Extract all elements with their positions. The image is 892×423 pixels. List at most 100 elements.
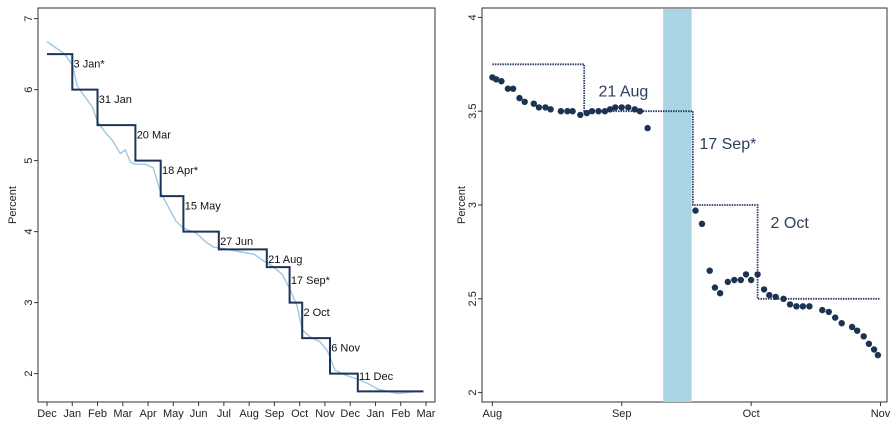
left-annotation-label: 6 Nov xyxy=(331,343,360,355)
right-data-point xyxy=(848,323,856,331)
left-x-tick-label: Jun xyxy=(190,408,208,420)
left-plot-frame xyxy=(37,7,436,403)
right-annotation-label: 21 Aug xyxy=(598,84,648,101)
left-x-tick-label: Dec xyxy=(340,408,360,420)
right-data-point xyxy=(644,124,651,132)
left-y-tick-label: 4 xyxy=(23,229,35,235)
left-x-tick-label: Nov xyxy=(315,408,335,420)
right-data-point xyxy=(786,301,794,308)
right-data-point xyxy=(766,291,773,299)
left-x-tick-label: Feb xyxy=(88,408,107,420)
right-data-point xyxy=(601,108,609,115)
right-data-point xyxy=(577,111,584,119)
right-x-tick-label: Nov xyxy=(871,408,891,420)
right-data-point xyxy=(724,278,731,286)
right-data-point xyxy=(498,78,505,85)
left-x-tick-label: Jan xyxy=(367,408,385,420)
left-annotation-label: 3 Jan* xyxy=(74,59,106,71)
right-data-point xyxy=(493,76,500,83)
right-x-tick-label: Sep xyxy=(612,408,632,420)
right-y-tick-label: 3 xyxy=(467,202,479,208)
right-data-point xyxy=(711,284,719,291)
left-annotation-label: 15 May xyxy=(185,201,222,213)
left-y-tick-label: 7 xyxy=(23,16,35,22)
right-data-point xyxy=(754,271,761,278)
right-data-point xyxy=(819,306,826,314)
right-data-point xyxy=(542,104,549,111)
right-data-point xyxy=(588,108,596,115)
right-data-point xyxy=(832,314,839,321)
left-y-tick-label: 6 xyxy=(23,87,35,93)
right-y-tick-label: 2 xyxy=(467,390,479,396)
left-y-tick-label: 3 xyxy=(23,300,35,306)
right-data-point xyxy=(612,104,619,111)
right-data-point xyxy=(874,351,882,359)
right-data-point xyxy=(530,100,537,107)
right-shaded-band xyxy=(663,9,692,402)
left-y-tick-label: 2 xyxy=(23,371,35,377)
left-annotation-label: 31 Jan xyxy=(99,94,132,106)
right-data-point xyxy=(825,308,832,316)
right-data-point xyxy=(698,220,706,227)
left-x-tick-label: Jan xyxy=(63,408,81,420)
right-annotation-label: 2 Oct xyxy=(771,215,810,232)
right-data-point xyxy=(854,327,861,334)
right-data-point xyxy=(521,98,528,106)
right-data-point xyxy=(618,104,625,111)
left-annotation-label: 11 Dec xyxy=(359,371,394,383)
right-x-tick-label: Oct xyxy=(743,408,760,420)
right-data-point xyxy=(625,104,632,111)
left-x-tick-label: Apr xyxy=(140,408,157,420)
right-data-point xyxy=(806,303,813,310)
right-data-point xyxy=(569,108,576,115)
right-data-point xyxy=(509,85,517,92)
right-data-point xyxy=(760,286,768,293)
right-data-point xyxy=(535,104,543,111)
left-annotation-label: 17 Sep* xyxy=(291,275,331,287)
right-annotation-label: 17 Sep* xyxy=(699,136,756,153)
right-data-point xyxy=(747,276,755,284)
left-x-tick-label: Mar xyxy=(113,408,132,420)
left-annotation-label: 21 Aug xyxy=(268,254,302,266)
right-data-point xyxy=(504,85,512,92)
right-data-point xyxy=(636,108,644,115)
right-data-point xyxy=(737,276,744,284)
right-y-axis-label: Percent xyxy=(456,186,468,224)
right-data-point xyxy=(583,109,590,117)
right-data-point xyxy=(838,320,845,327)
left-annotation-label: 27 Jun xyxy=(220,236,253,248)
left-y-axis-label: Percent xyxy=(7,186,19,224)
right-data-point xyxy=(692,207,699,214)
left-x-tick-label: May xyxy=(163,408,184,420)
right-y-tick-label: 4 xyxy=(467,14,479,20)
right-data-point xyxy=(547,106,554,113)
right-data-point xyxy=(731,276,738,284)
left-x-tick-label: Dec xyxy=(37,408,57,420)
left-x-tick-label: Oct xyxy=(291,408,308,420)
right-y-tick-label: 2.5 xyxy=(467,291,479,306)
right-data-point xyxy=(631,106,638,113)
right-data-point xyxy=(716,290,724,297)
right-x-tick-label: Aug xyxy=(483,408,503,420)
right-data-point xyxy=(870,346,878,353)
left-y-tick-label: 5 xyxy=(23,158,35,164)
left-annotation-label: 18 Apr* xyxy=(162,165,199,177)
left-x-tick-label: Aug xyxy=(239,408,259,420)
left-x-tick-label: Mar xyxy=(417,408,436,420)
left-x-tick-label: Feb xyxy=(391,408,410,420)
right-data-point xyxy=(793,303,800,310)
right-data-point xyxy=(860,333,867,340)
left-x-tick-label: Jul xyxy=(217,408,231,420)
left-annotation-label: 20 Mar xyxy=(137,130,172,142)
right-data-point xyxy=(742,271,750,278)
right-data-point xyxy=(516,94,523,102)
right-data-point xyxy=(780,295,787,302)
right-data-point xyxy=(606,106,614,113)
right-data-point xyxy=(706,267,713,274)
right-data-point xyxy=(799,303,807,310)
right-y-tick-label: 3.5 xyxy=(467,104,479,119)
right-data-point xyxy=(772,293,779,301)
left-series-step-line xyxy=(47,53,424,393)
right-data-point xyxy=(865,340,873,347)
